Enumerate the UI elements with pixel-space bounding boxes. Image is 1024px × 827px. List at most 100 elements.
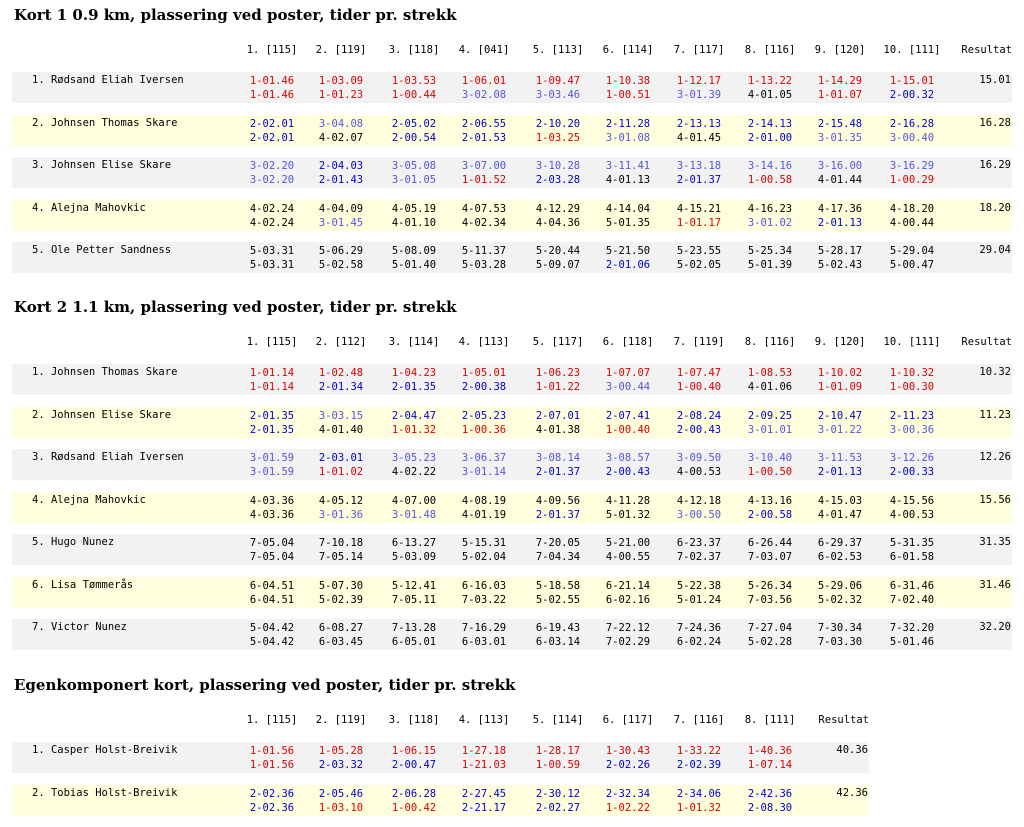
split-cell: 4-07.00 3-01.48 bbox=[382, 494, 446, 522]
result-time: 40.36 bbox=[836, 744, 868, 756]
split-time: 1-00.40 bbox=[605, 423, 651, 436]
split-time: 5-04.42 bbox=[249, 636, 295, 648]
result-time: 16.28 bbox=[979, 116, 1011, 129]
split-cell: 5-26.34 7-03.56 bbox=[738, 579, 802, 607]
split-time: 2-02.01 bbox=[249, 131, 295, 144]
split-time: 4-02.22 bbox=[391, 466, 437, 478]
split-cell: 2-08.24 2-00.43 bbox=[667, 409, 731, 437]
split-cell: 2-04.03 2-01.43 bbox=[309, 159, 373, 187]
cumulative-time: 1-06.23 bbox=[535, 367, 581, 379]
split-cell: 1-10.02 1-01.09 bbox=[808, 366, 872, 394]
control-header: 5. [117] bbox=[532, 336, 584, 348]
split-cell: 7-16.29 6-03.01 bbox=[452, 621, 516, 649]
split-cell: 3-05.23 4-02.22 bbox=[382, 451, 446, 479]
control-header: 8. [116] bbox=[744, 44, 796, 56]
split-time: 1-01.07 bbox=[817, 89, 863, 101]
cumulative-time: 1-08.53 bbox=[747, 367, 793, 379]
split-cell: 6-04.51 6-04.51 bbox=[240, 579, 304, 607]
split-time: 5-02.43 bbox=[817, 259, 863, 271]
cumulative-time: 2-08.24 bbox=[676, 409, 722, 422]
split-time: 4-01.05 bbox=[747, 89, 793, 101]
control-header: 4. [113] bbox=[458, 336, 510, 348]
split-time: 1-01.32 bbox=[391, 423, 437, 436]
cumulative-time: 4-04.09 bbox=[318, 202, 364, 215]
split-cell: 2-03.01 1-01.02 bbox=[309, 451, 373, 479]
split-time: 5-01.39 bbox=[747, 259, 793, 271]
runner-name: 2. Johnsen Thomas Skare bbox=[32, 116, 178, 129]
cumulative-time: 2-34.06 bbox=[676, 787, 722, 800]
split-cell: 3-10.28 2-03.28 bbox=[526, 159, 590, 187]
split-cell: 4-15.03 4-01.47 bbox=[808, 494, 872, 522]
cumulative-time: 3-16.00 bbox=[817, 160, 863, 172]
cumulative-time: 3-03.15 bbox=[318, 409, 364, 422]
split-time: 1-00.29 bbox=[889, 174, 935, 186]
split-time: 1-00.44 bbox=[391, 89, 437, 101]
split-time: 3-02.08 bbox=[461, 89, 507, 101]
runner-name: 3. Rødsand Eliah Iversen bbox=[32, 451, 184, 463]
split-cell: 2-06.55 2-01.53 bbox=[452, 117, 516, 145]
split-time: 1-01.22 bbox=[535, 381, 581, 393]
split-time: 4-03.36 bbox=[249, 508, 295, 521]
split-cell: 3-09.50 4-00.53 bbox=[667, 451, 731, 479]
control-header: 8. [116] bbox=[744, 336, 796, 348]
result-time: 31.35 bbox=[979, 536, 1011, 548]
split-cell: 2-09.25 3-01.01 bbox=[738, 409, 802, 437]
split-time: 6-04.51 bbox=[249, 593, 295, 606]
split-time: 2-02.39 bbox=[676, 759, 722, 771]
cumulative-time: 2-42.36 bbox=[747, 787, 793, 800]
cumulative-time: 2-32.34 bbox=[605, 787, 651, 800]
cumulative-time: 3-07.00 bbox=[461, 160, 507, 172]
split-cell: 1-02.48 2-01.34 bbox=[309, 366, 373, 394]
split-time: 6-02.16 bbox=[605, 593, 651, 606]
cumulative-time: 6-29.37 bbox=[817, 537, 863, 549]
results-section: Kort 1 0.9 km, plassering ved poster, ti… bbox=[0, 6, 1024, 285]
split-cell: 2-30.12 2-02.27 bbox=[526, 787, 590, 815]
cumulative-time: 6-26.44 bbox=[747, 537, 793, 549]
result-time: 10.32 bbox=[979, 366, 1011, 378]
cumulative-time: 5-08.09 bbox=[391, 245, 437, 257]
split-cell: 1-06.15 2-00.47 bbox=[382, 744, 446, 772]
cumulative-time: 5-22.38 bbox=[676, 579, 722, 592]
split-cell: 3-11.53 2-01.13 bbox=[808, 451, 872, 479]
split-cell: 4-05.19 4-01.10 bbox=[382, 202, 446, 230]
cumulative-time: 3-06.37 bbox=[461, 452, 507, 464]
split-time: 2-01.37 bbox=[535, 508, 581, 521]
split-time: 2-01.13 bbox=[817, 466, 863, 478]
cumulative-time: 7-16.29 bbox=[461, 622, 507, 634]
result-time: 11.23 bbox=[979, 408, 1011, 421]
split-time: 1-00.30 bbox=[889, 381, 935, 393]
cumulative-time: 1-12.17 bbox=[676, 75, 722, 87]
split-cell: 2-06.28 1-00.42 bbox=[382, 787, 446, 815]
cumulative-time: 4-17.36 bbox=[817, 202, 863, 215]
split-cell: 4-09.56 2-01.37 bbox=[526, 494, 590, 522]
split-cell: 1-12.17 3-01.39 bbox=[667, 74, 731, 102]
cumulative-time: 7-13.28 bbox=[391, 622, 437, 634]
control-header: 5. [113] bbox=[532, 44, 584, 56]
split-time: 5-01.24 bbox=[676, 593, 722, 606]
cumulative-time: 2-15.48 bbox=[817, 117, 863, 130]
cumulative-time: 3-09.50 bbox=[676, 452, 722, 464]
split-cell: 1-27.18 1-21.03 bbox=[452, 744, 516, 772]
split-cell: 5-06.29 5-02.58 bbox=[309, 244, 373, 272]
split-cell: 2-13.13 4-01.45 bbox=[667, 117, 731, 145]
split-time: 7-04.34 bbox=[535, 551, 581, 563]
cumulative-time: 6-04.51 bbox=[249, 579, 295, 592]
control-header: 9. [120] bbox=[814, 44, 866, 56]
split-time: 7-03.22 bbox=[461, 593, 507, 606]
cumulative-time: 6-23.37 bbox=[676, 537, 722, 549]
split-time: 4-01.38 bbox=[535, 423, 581, 436]
split-cell: 3-01.59 3-01.59 bbox=[240, 451, 304, 479]
cumulative-time: 3-16.29 bbox=[889, 160, 935, 172]
cumulative-time: 7-22.12 bbox=[605, 622, 651, 634]
split-cell: 1-09.47 3-03.46 bbox=[526, 74, 590, 102]
section-title: Kort 1 0.9 km, plassering ved poster, ti… bbox=[14, 6, 457, 24]
cumulative-time: 3-10.40 bbox=[747, 452, 793, 464]
cumulative-time: 6-21.14 bbox=[605, 579, 651, 592]
cumulative-time: 5-03.31 bbox=[249, 245, 295, 257]
split-time: 4-01.47 bbox=[817, 508, 863, 521]
split-cell: 2-07.01 4-01.38 bbox=[526, 409, 590, 437]
split-cell: 2-16.28 3-00.40 bbox=[880, 117, 944, 145]
split-time: 2-00.43 bbox=[605, 466, 651, 478]
runner-name: 3. Johnsen Elise Skare bbox=[32, 159, 172, 171]
result-time: 32.20 bbox=[979, 621, 1011, 633]
